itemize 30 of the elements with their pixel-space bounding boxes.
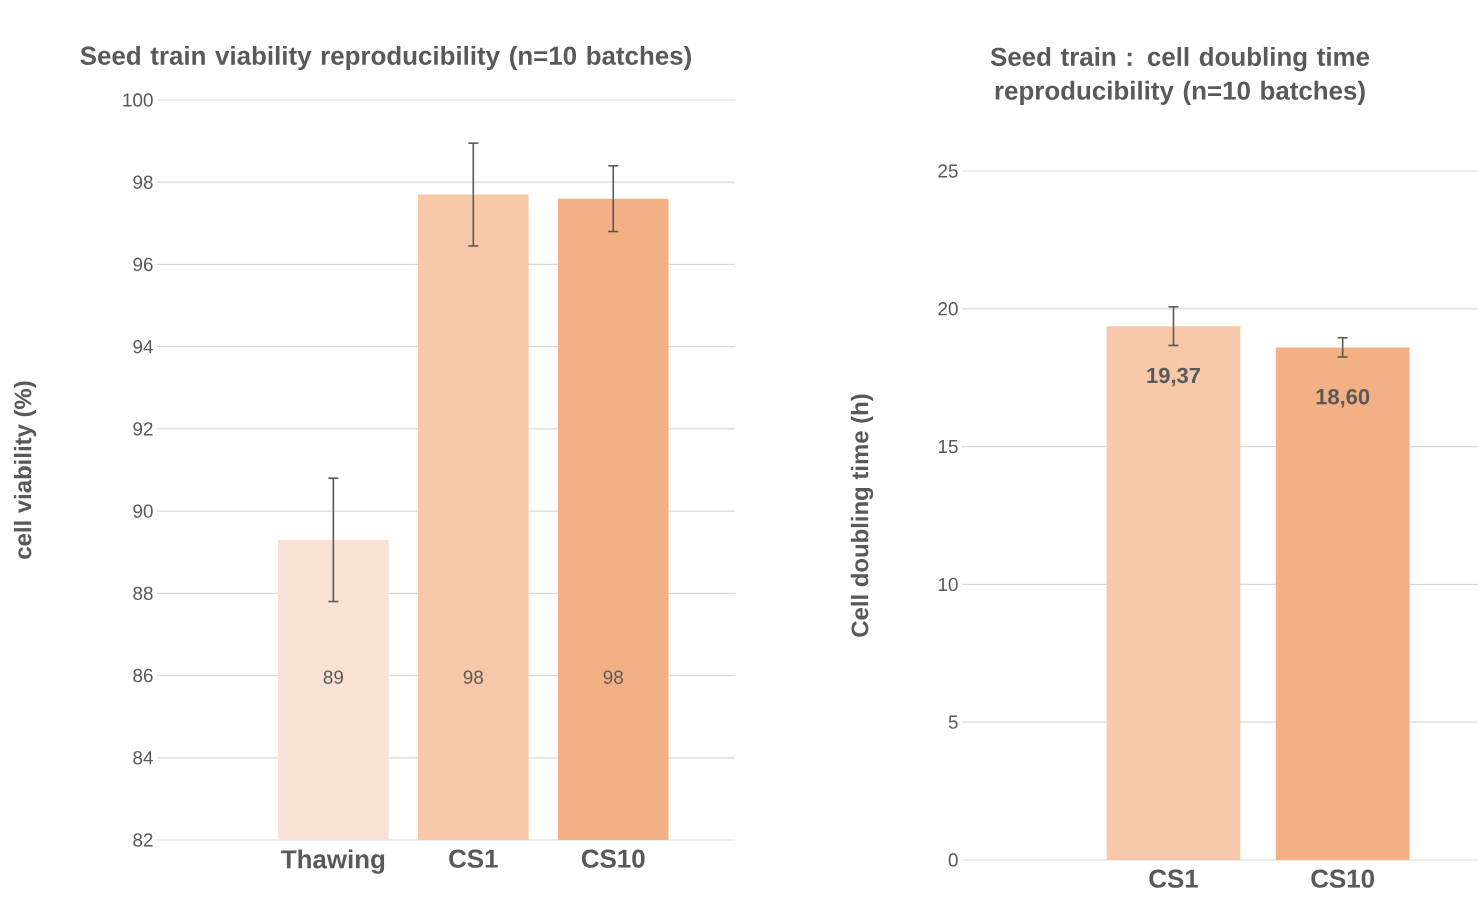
y-tick-label: 82	[133, 833, 153, 847]
y-tick-label: 100	[123, 93, 153, 107]
x-tick-label: CS10	[1311, 869, 1374, 888]
y-tick-label: 92	[133, 422, 153, 436]
x-tick-label: CS10	[581, 849, 645, 868]
y-axis-title: cell viability (%)	[13, 381, 37, 559]
y-tick-label: 94	[133, 339, 153, 354]
x-tick-label: CS1	[1149, 869, 1198, 888]
x-tick-label: CS1	[449, 849, 498, 868]
data-label: 98	[463, 670, 483, 684]
y-tick-label: 20	[938, 302, 958, 316]
y-tick-label: 98	[133, 175, 153, 189]
x-tick-label: Thawing	[281, 849, 385, 874]
chart-title: Seed train viability reproducibility (n=10 batches)	[80, 45, 691, 71]
data-label: 89	[323, 670, 343, 684]
y-axis-title: Cell doubling time (h)	[850, 394, 874, 637]
data-label: 98	[603, 670, 623, 684]
y-tick-label: 5	[948, 715, 958, 729]
y-tick-label: 86	[133, 668, 153, 683]
y-tick-label: 0	[948, 853, 958, 867]
data-label: 18,60	[1316, 388, 1370, 408]
y-tick-label: 88	[133, 586, 153, 601]
y-tick-label: 15	[938, 440, 958, 454]
chart-title: Seed train : cell doubling time reproducibility (n=10 batches)	[990, 46, 1370, 105]
y-tick-label: 90	[133, 504, 153, 518]
data-label: 19,37	[1147, 367, 1200, 387]
y-tick-label: 25	[938, 164, 958, 178]
y-tick-label: 96	[133, 257, 153, 272]
y-tick-label: 10	[938, 577, 958, 592]
y-tick-label: 84	[133, 751, 153, 765]
